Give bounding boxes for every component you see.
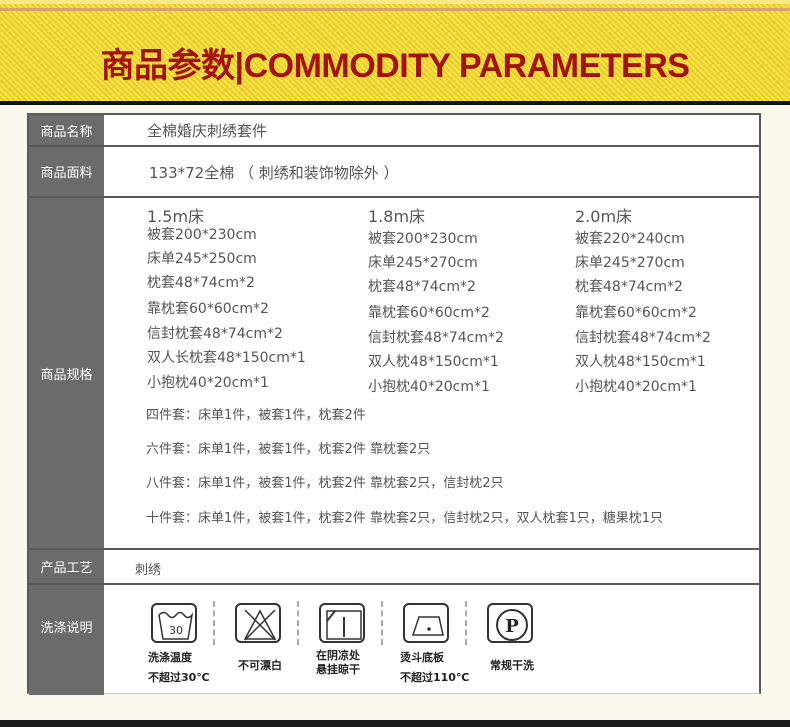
separator [213, 601, 215, 645]
row-craft: 产品工艺 刺绣 [29, 550, 759, 585]
set-description: 六件套：床单1件，被套1件，枕套2件 靠枕套2只 [146, 442, 431, 457]
spec-item: 床单245*270cm [368, 255, 478, 271]
caption-line: 不超过30℃ [148, 671, 210, 684]
caption-line: 常规干洗 [490, 659, 534, 672]
spec-item: 枕套48*74cm*2 [147, 275, 255, 291]
spec-item: 被套200*230cm [368, 231, 478, 247]
separator [381, 601, 383, 645]
caption-line: 洗涤温度 [148, 651, 192, 664]
header-banner: 商品参数|COMMODITY PARAMETERS [0, 0, 790, 101]
caption-line: 烫斗底板 [400, 651, 444, 664]
spec-item: 小抱枕40*20cm*1 [575, 379, 697, 395]
row-label: 洗涤说明 [29, 585, 104, 695]
bed-size: 2.0m床 [575, 207, 633, 226]
svg-text:30: 30 [169, 624, 183, 637]
care-caption: 在阴凉处 悬挂晾干 [316, 649, 360, 677]
spec-item: 信封枕套48*74cm*2 [575, 330, 711, 346]
craft-value: 刺绣 [135, 563, 162, 578]
care-caption: 洗涤温度不超过30℃ [148, 651, 210, 685]
spec-item: 双人枕48*150cm*1 [575, 354, 706, 370]
iron-low-icon [403, 603, 449, 643]
divider [0, 101, 790, 105]
row-name: 商品名称 全棉婚庆刺绣套件 [29, 115, 759, 147]
spec-item: 靠枕套60*60cm*2 [147, 301, 269, 317]
care-caption: 常规干洗 [490, 659, 534, 673]
spec-item: 床单245*250cm [147, 251, 257, 267]
no-bleach-icon [235, 603, 281, 643]
set-description: 十件套：床单1件，被套1件，枕套2件 靠枕套2只，信封枕2只，双人枕套1只，糖果… [146, 511, 664, 526]
set-description: 四件套：床单1件，被套1件，枕套2件 [146, 408, 366, 423]
row-label: 商品面料 [29, 147, 104, 196]
wash-30-icon: 30 [151, 603, 197, 643]
spec-item: 靠枕套60*60cm*2 [368, 305, 490, 321]
separator [465, 601, 467, 645]
fabric-value: 133*72全棉 （ 刺绣和装饰物除外 ） [149, 164, 399, 182]
set-description: 八件套：床单1件，被套1件，枕套2件 靠枕套2只，信封枕2只 [146, 476, 504, 491]
spec-item: 被套220*240cm [575, 231, 685, 247]
caption-line: 不可漂白 [238, 659, 282, 672]
caption-line: 在阴凉处 [316, 649, 360, 662]
parameters-table: 商品名称 全棉婚庆刺绣套件 商品面料 133*72全棉 （ 刺绣和装饰物除外 ）… [27, 113, 761, 695]
row-fabric: 商品面料 133*72全棉 （ 刺绣和装饰物除外 ） [29, 147, 759, 198]
spec-item: 枕套48*74cm*2 [575, 279, 683, 295]
line-dry-shade-icon [319, 603, 365, 643]
spec-item: 小抱枕40*20cm*1 [147, 375, 269, 391]
spec-item: 信封枕套48*74cm*2 [368, 330, 504, 346]
care-caption: 烫斗底板不超过110℃ [400, 651, 469, 685]
row-label: 产品工艺 [29, 550, 104, 583]
spec-item: 双人枕48*150cm*1 [368, 354, 499, 370]
bed-size: 1.8m床 [368, 207, 426, 226]
spec-item: 床单245*270cm [575, 255, 685, 271]
spec-item: 靠枕套60*60cm*2 [575, 305, 697, 321]
spec-item: 枕套48*74cm*2 [368, 279, 476, 295]
row-label: 商品规格 [29, 198, 104, 548]
row-spec: 商品规格 1.5m床 被套200*230cm 床单245*250cm 枕套48*74c… [29, 198, 759, 550]
dry-clean-p-icon: P [487, 603, 533, 643]
spec-item: 信封枕套48*74cm*2 [147, 326, 283, 342]
bed-size: 1.5m床 [147, 207, 205, 226]
care-caption: 不可漂白 [238, 659, 282, 673]
svg-text:P: P [505, 616, 519, 637]
page-title: 商品参数|COMMODITY PARAMETERS [100, 47, 690, 85]
caption-line: 悬挂晾干 [316, 663, 360, 676]
spec-item: 双人长枕套48*150cm*1 [147, 350, 306, 366]
spec-item: 小抱枕40*20cm*1 [368, 379, 490, 395]
row-label: 商品名称 [29, 115, 104, 145]
spec-item: 被套200*230cm [147, 227, 257, 243]
row-wash: 洗涤说明 30 洗涤温度不超过30℃ 不可漂白 在阴凉处 悬挂晾干 烫斗底板不超过110℃… [29, 585, 759, 695]
separator [297, 601, 299, 645]
caption-line: 不超过110℃ [400, 671, 470, 684]
footer-bar [0, 720, 790, 727]
product-name: 全棉婚庆刺绣套件 [147, 122, 268, 140]
